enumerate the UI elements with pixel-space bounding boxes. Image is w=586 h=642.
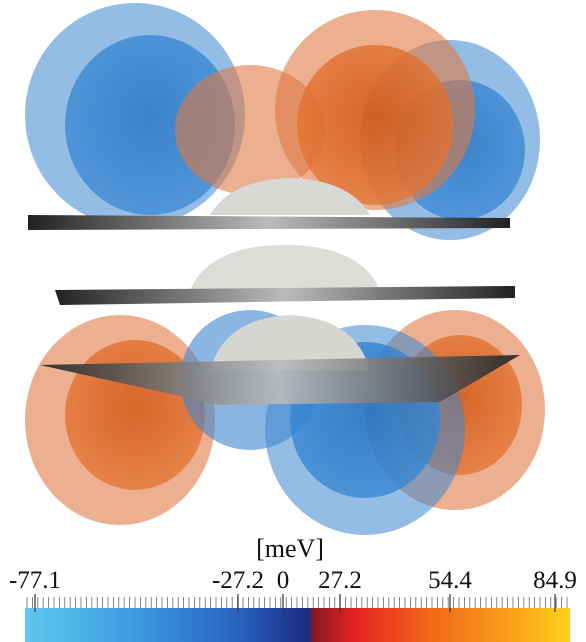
dome — [190, 245, 380, 290]
dome — [210, 178, 370, 215]
colorbar-label: [meV] — [256, 534, 324, 563]
lobe — [297, 45, 453, 205]
colorbar-tick-label: -27.2 — [212, 567, 264, 594]
colorbar-tick-label: 27.2 — [318, 567, 362, 594]
isosurface-render — [25, 3, 545, 535]
plate — [28, 215, 510, 230]
plate — [40, 355, 520, 405]
plate — [55, 286, 515, 305]
dome — [210, 315, 370, 370]
colorbar-tick-label: 0 — [277, 567, 290, 594]
colorbar — [25, 608, 570, 642]
colorbar-tick-label: 84.9 — [533, 567, 577, 594]
colorbar-tick-label: -77.1 — [9, 567, 61, 594]
colorbar-tick-label: 54.4 — [428, 567, 472, 594]
colorbar-minor-ticks — [26, 597, 568, 608]
